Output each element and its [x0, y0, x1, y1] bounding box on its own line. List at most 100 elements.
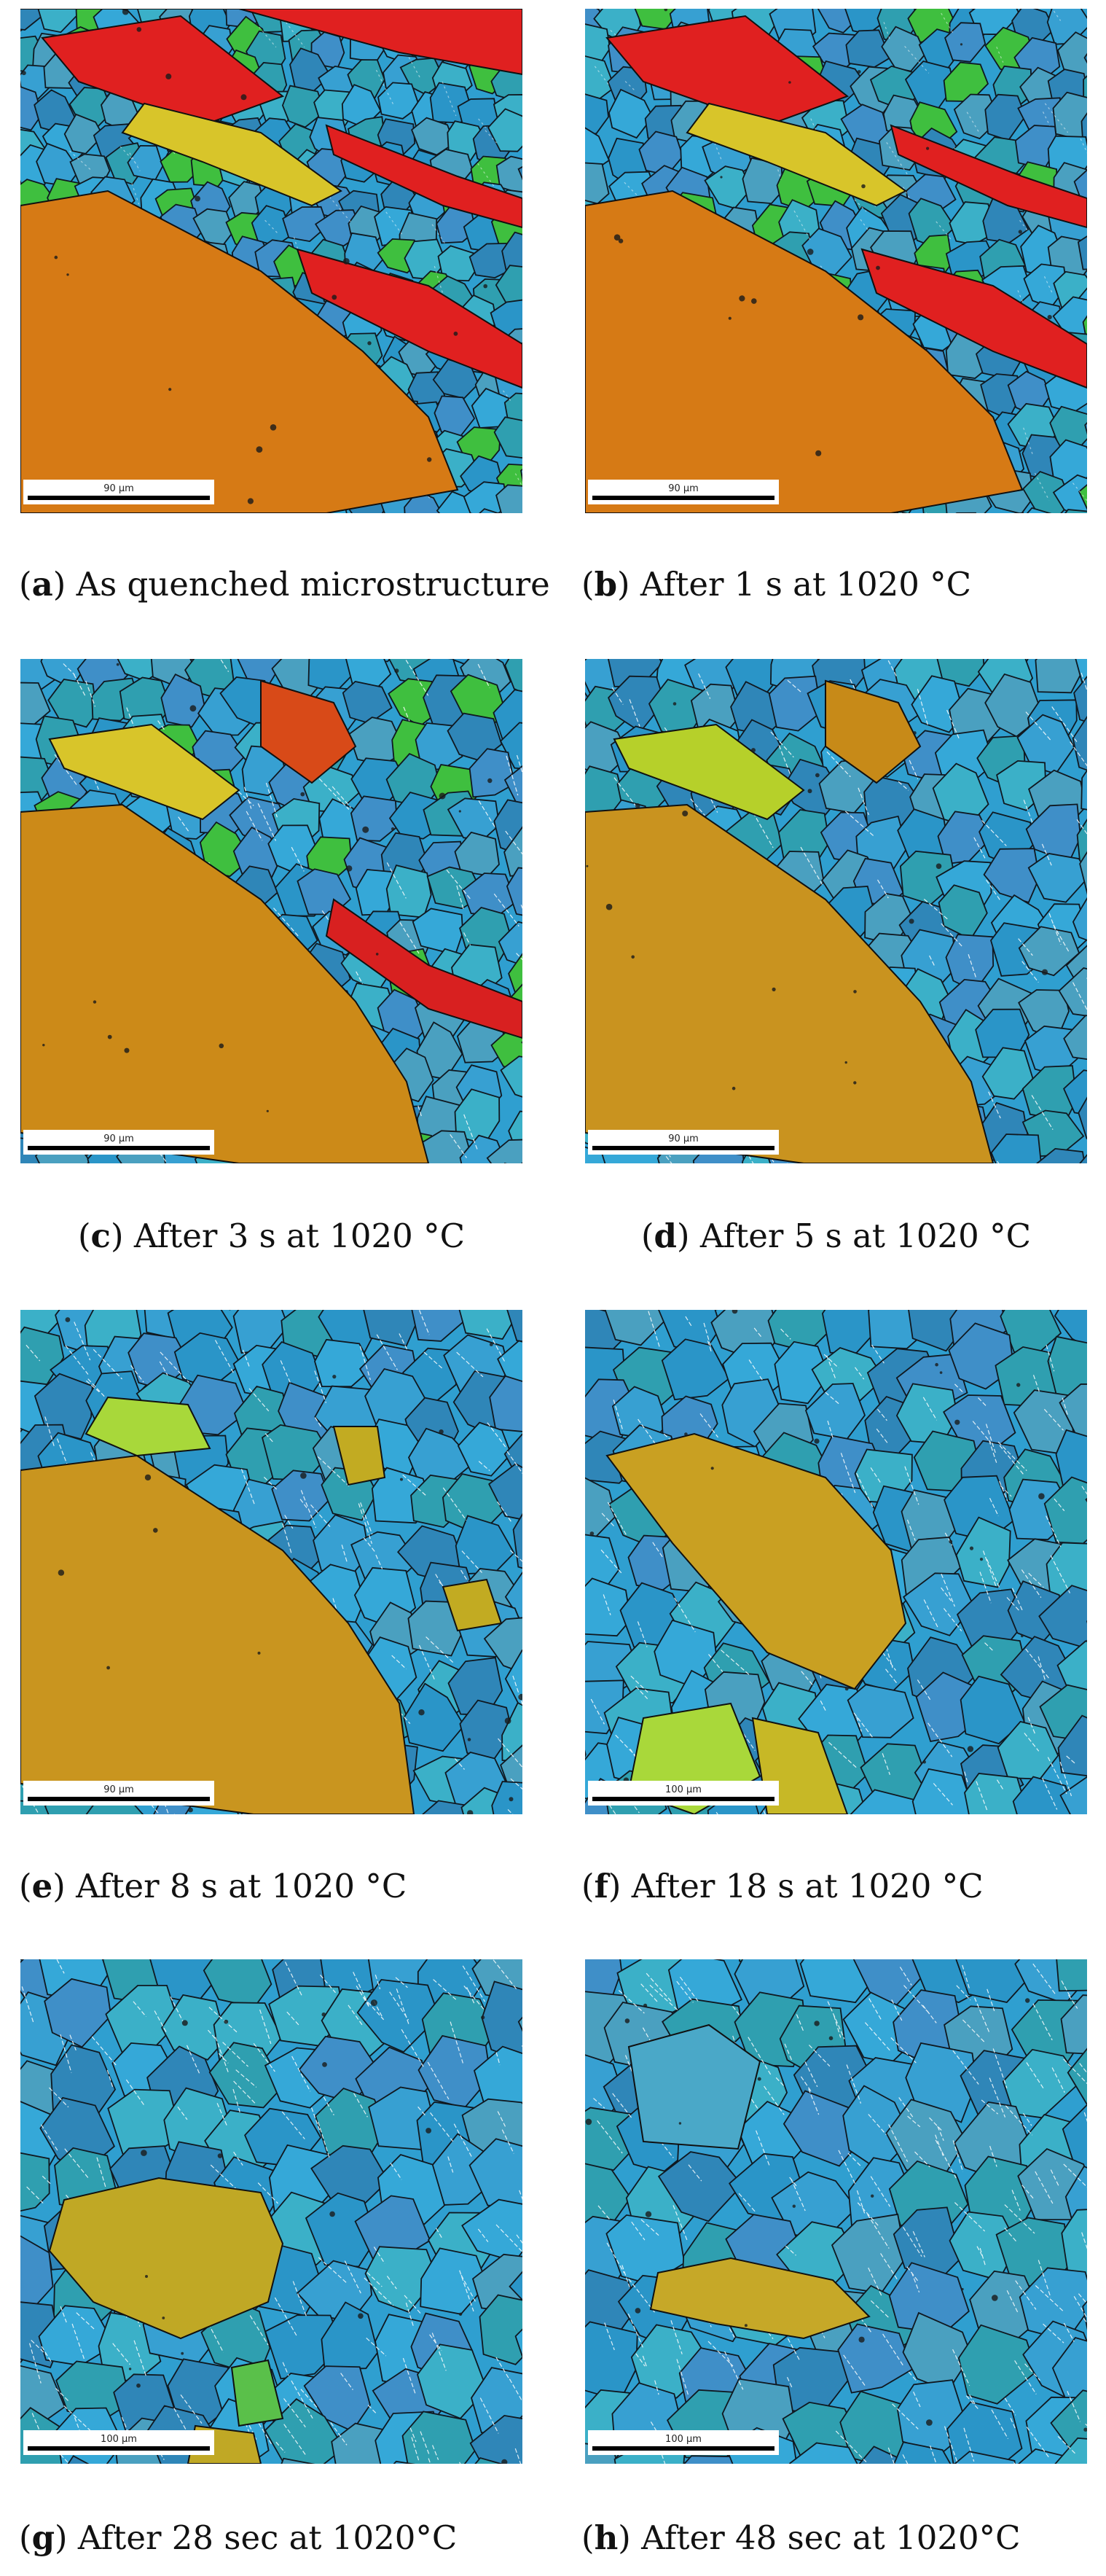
twin-line [679, 1976, 699, 2002]
grain [503, 826, 522, 877]
twin-line [1046, 1515, 1062, 1547]
pore [1038, 1493, 1045, 1499]
twin-line [1038, 2260, 1051, 2298]
twin-line [1070, 741, 1087, 767]
twin-line [927, 1722, 953, 1757]
twin-line [399, 1712, 411, 1725]
twin-line [460, 2274, 476, 2302]
twin-line [738, 2193, 756, 2213]
grain [520, 468, 522, 483]
twin-line [233, 2080, 256, 2104]
twin-line [173, 2408, 189, 2435]
pore [926, 147, 930, 150]
grain [1073, 169, 1087, 206]
twin-line [411, 2437, 420, 2462]
grain [403, 1682, 465, 1752]
twin-line [835, 2430, 867, 2463]
pore [321, 2012, 326, 2017]
twin-line [796, 2014, 804, 2033]
twin-line [436, 2228, 444, 2240]
twin-line [989, 1440, 997, 1463]
twin-line [341, 1545, 348, 1563]
twin-line [732, 2006, 741, 2017]
twin-line [600, 1549, 623, 1574]
twin-line [618, 1990, 645, 2014]
grain [1012, 1776, 1075, 1814]
twin-line [911, 2272, 920, 2293]
twin-line [887, 660, 898, 678]
pore [162, 2317, 165, 2319]
grain [489, 1375, 522, 1432]
twin-line [944, 2426, 959, 2464]
panel-a: 90 µm [20, 9, 522, 513]
pore [106, 1666, 110, 1670]
twin-line [603, 1594, 611, 1615]
pore [792, 2204, 796, 2208]
twin-line [690, 798, 705, 816]
twin-line [858, 787, 869, 816]
twin-line [374, 1975, 381, 1989]
twin-line [997, 1160, 1000, 1163]
twin-line [1051, 706, 1078, 742]
twin-line [972, 1421, 992, 1443]
twin-line [963, 2427, 975, 2462]
pore [1025, 1998, 1030, 2003]
twin-line [1028, 1572, 1044, 1588]
grain [893, 2441, 952, 2464]
twin-line [1081, 2232, 1087, 2249]
scale-bar-box [588, 2430, 779, 2455]
twin-line [516, 2234, 522, 2244]
twin-line [992, 2048, 1008, 2088]
twin-line [291, 2056, 311, 2092]
twin-line [793, 210, 811, 240]
twin-line [314, 1417, 322, 1428]
twin-line [358, 1503, 372, 1544]
twin-line [506, 1451, 522, 1475]
twin-line [1043, 276, 1054, 294]
pore [425, 2128, 431, 2134]
twin-line [456, 1351, 484, 1378]
pore [501, 2459, 508, 2464]
pore [375, 953, 379, 956]
twin-line [1027, 1717, 1036, 1735]
twin-line [612, 2093, 633, 2120]
twin-line [516, 754, 522, 774]
twin-line [752, 812, 774, 848]
grain [1057, 1714, 1087, 1777]
twin-line [332, 786, 351, 808]
twin-line [73, 674, 87, 698]
twin-line [594, 66, 611, 87]
twin-line [871, 1344, 885, 1364]
grain [1063, 1015, 1087, 1061]
twin-line [375, 1554, 383, 1569]
twin-line [1021, 961, 1039, 983]
twin-line [31, 2339, 47, 2355]
grain [1061, 2209, 1087, 2277]
twin-line [275, 2441, 286, 2453]
twin-line [428, 2458, 431, 2464]
pore [815, 773, 820, 778]
scale-bar: 100 µm [588, 2430, 779, 2455]
panel-h: 100 µm [585, 1959, 1087, 2464]
twin-line [882, 2333, 905, 2368]
twin-line [613, 777, 640, 811]
large-grain-green [85, 1396, 211, 1457]
twin-line [827, 2001, 845, 2040]
pores [586, 702, 1048, 1090]
pore [954, 1419, 960, 1425]
twin-line [593, 2098, 605, 2109]
twin-line [131, 183, 140, 205]
grain [47, 679, 98, 728]
grain [1063, 1069, 1087, 1116]
pore [589, 1531, 595, 1536]
grain [957, 2324, 1038, 2405]
large-grains [20, 9, 522, 513]
large-grain-yellow [48, 2177, 284, 2340]
pore [624, 2018, 630, 2023]
twin-line [495, 2357, 511, 2381]
twin-line [952, 2050, 979, 2085]
grain [964, 1773, 1026, 1814]
twin-line [888, 2124, 909, 2162]
grain [1035, 1147, 1086, 1163]
caption-f: (f) After 18 s at 1020 °C [581, 1867, 984, 1905]
